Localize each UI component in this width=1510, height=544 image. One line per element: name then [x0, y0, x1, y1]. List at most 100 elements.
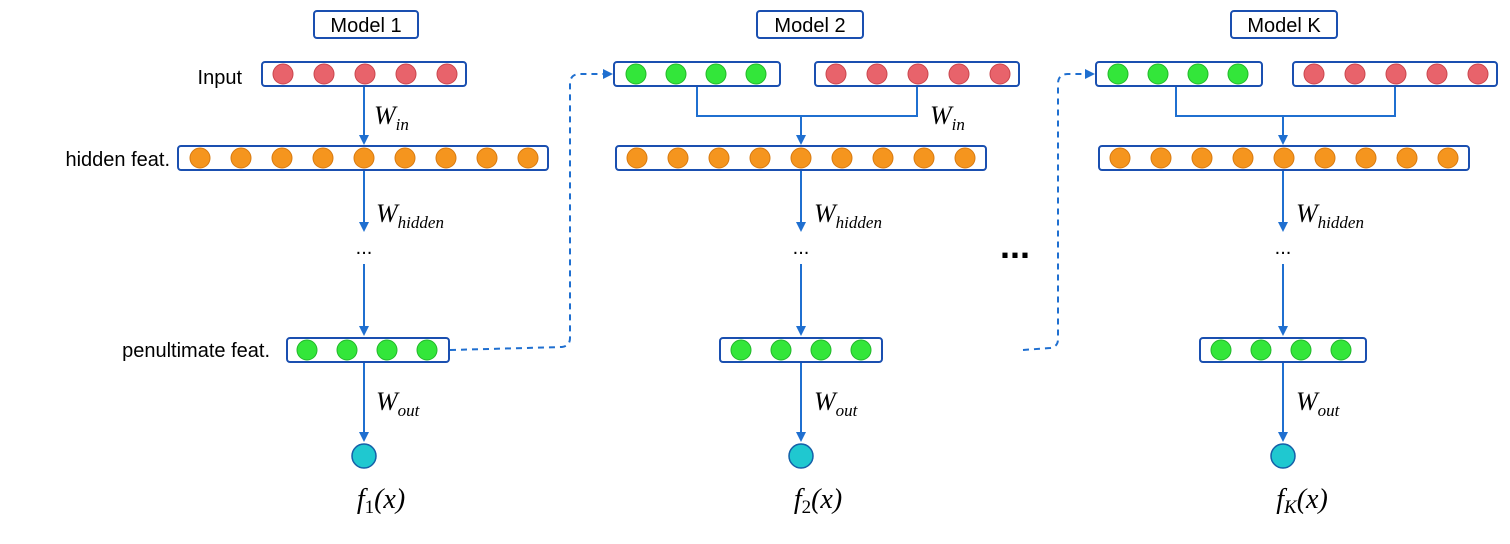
input-node — [395, 63, 417, 85]
hidden-node — [1314, 147, 1336, 169]
model-2-win-label: Win — [930, 101, 965, 134]
model-k-hidden-layer — [1098, 145, 1470, 171]
hidden-node — [749, 147, 771, 169]
hidden-node — [1109, 147, 1131, 169]
row-label-input: Input — [198, 67, 243, 89]
feature-node — [1187, 63, 1209, 85]
model-2: Model 2 Win Whidden ... Wout f2(x) — [613, 10, 1020, 518]
input-node — [354, 63, 376, 85]
input-node — [1426, 63, 1448, 85]
connector-to-model-k — [1022, 69, 1095, 351]
row-label-penultimate: penultimate feat. — [122, 340, 270, 362]
model-k-hidden-nodes — [1109, 147, 1459, 169]
hidden-node — [954, 147, 976, 169]
feature-node — [665, 63, 687, 85]
model-2-output-node — [788, 443, 814, 469]
model-1-penultimate-layer — [286, 337, 450, 363]
model-1: Model 1 Win Whidden ... Wout f1(x) — [177, 10, 549, 518]
hidden-node — [353, 147, 375, 169]
model-k-title: Model K — [1247, 15, 1321, 37]
model-k-penultimate-layer — [1199, 337, 1367, 363]
model-1-hidden-nodes — [189, 147, 539, 169]
hidden-node — [913, 147, 935, 169]
model-2-input-layer — [814, 61, 1020, 87]
input-node — [1467, 63, 1489, 85]
hidden-node — [1232, 147, 1254, 169]
model-2-input-nodes — [825, 63, 1011, 85]
model-1-title-box — [313, 10, 419, 39]
input-node — [825, 63, 847, 85]
feature-node — [376, 339, 398, 361]
feature-node — [1227, 63, 1249, 85]
hidden-node — [476, 147, 498, 169]
hidden-node — [271, 147, 293, 169]
model-1-whidden-label: Whidden — [376, 199, 444, 232]
feature-node — [850, 339, 872, 361]
model-2-title: Model 2 — [774, 15, 845, 37]
model-2-dots: ... — [793, 237, 810, 259]
model-2-hidden-layer — [615, 145, 987, 171]
model-1-dots: ... — [356, 237, 373, 259]
model-k-feature-input-nodes — [1107, 63, 1249, 85]
hidden-node — [230, 147, 252, 169]
model-2-output-label: f2(x) — [794, 484, 842, 518]
feature-node — [1210, 339, 1232, 361]
hidden-node — [626, 147, 648, 169]
hidden-node — [872, 147, 894, 169]
model-k-penultimate-nodes — [1210, 339, 1352, 361]
feature-node — [1330, 339, 1352, 361]
model-k-title-box — [1230, 10, 1338, 39]
feature-node — [730, 339, 752, 361]
feature-node — [296, 339, 318, 361]
model-k-input-layer — [1292, 61, 1498, 87]
hidden-node — [790, 147, 812, 169]
hidden-node — [1273, 147, 1295, 169]
feature-node — [770, 339, 792, 361]
hidden-node — [517, 147, 539, 169]
model-k-whidden-label: Whidden — [1296, 199, 1364, 232]
model-2-hidden-nodes — [626, 147, 976, 169]
connector-model1-to-model2 — [449, 69, 613, 351]
input-node — [907, 63, 929, 85]
feature-node — [625, 63, 647, 85]
input-node — [1303, 63, 1325, 85]
feature-node — [1250, 339, 1272, 361]
model-1-output-label: f1(x) — [357, 484, 405, 518]
hidden-node — [394, 147, 416, 169]
model-1-output-node — [351, 443, 377, 469]
hidden-node — [1396, 147, 1418, 169]
feature-node — [1147, 63, 1169, 85]
hidden-node — [1191, 147, 1213, 169]
input-node — [1344, 63, 1366, 85]
model-2-feature-input-layer — [613, 61, 781, 87]
model-k-output-node — [1270, 443, 1296, 469]
input-node — [989, 63, 1011, 85]
model-2-penultimate-layer — [719, 337, 883, 363]
model-k-feature-input-layer — [1095, 61, 1263, 87]
input-node — [272, 63, 294, 85]
input-node — [313, 63, 335, 85]
hidden-node — [667, 147, 689, 169]
model-1-input-nodes — [272, 63, 458, 85]
hidden-node — [312, 147, 334, 169]
model-1-win-label: Win — [374, 101, 409, 134]
model-k-wout-label: Wout — [1296, 387, 1341, 420]
feature-node — [336, 339, 358, 361]
input-node — [866, 63, 888, 85]
model-2-title-box — [756, 10, 864, 39]
feature-node — [1107, 63, 1129, 85]
input-node — [436, 63, 458, 85]
model-2-feature-input-nodes — [625, 63, 767, 85]
hidden-node — [189, 147, 211, 169]
hidden-node — [435, 147, 457, 169]
model-2-merge-lines — [696, 87, 918, 117]
hidden-node — [1355, 147, 1377, 169]
model-2-wout-label: Wout — [814, 387, 859, 420]
model-1-title: Model 1 — [330, 15, 401, 37]
model-k-input-nodes — [1303, 63, 1489, 85]
input-node — [1385, 63, 1407, 85]
input-node — [948, 63, 970, 85]
model-1-wout-label: Wout — [376, 387, 421, 420]
feature-node — [1290, 339, 1312, 361]
